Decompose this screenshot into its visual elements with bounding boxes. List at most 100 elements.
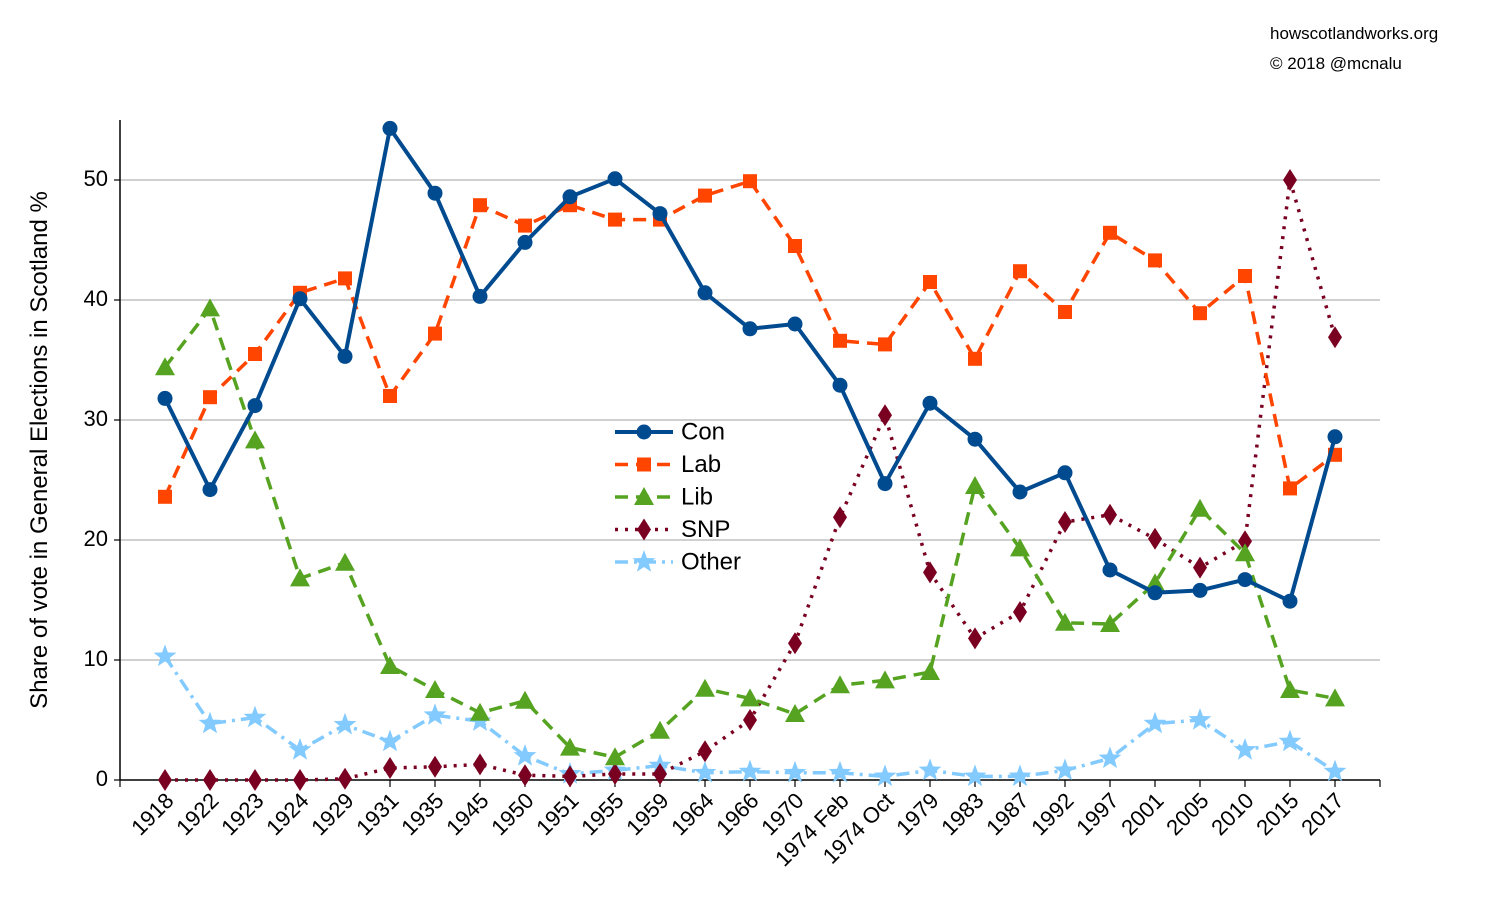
data-point-con <box>697 285 713 301</box>
y-tick-label: 20 <box>84 526 108 551</box>
data-point-other <box>378 729 402 752</box>
data-point-other <box>1053 758 1077 781</box>
data-point-other <box>198 711 222 734</box>
data-point-other <box>873 764 897 787</box>
data-point-snp <box>743 709 757 731</box>
data-point-lib <box>875 670 895 689</box>
x-tick-label: 1997 <box>1071 788 1123 840</box>
data-point-other <box>513 744 537 766</box>
data-point-snp <box>1148 527 1162 550</box>
x-tick-label: 1955 <box>576 788 628 840</box>
data-point-snp <box>653 763 667 785</box>
data-point-lab <box>1238 269 1252 283</box>
legend-marker <box>637 518 651 541</box>
data-point-lab <box>788 239 802 253</box>
data-point-snp <box>1238 530 1252 553</box>
legend-marker <box>636 424 652 440</box>
legend-marker <box>632 550 656 572</box>
x-tick-label: 1929 <box>306 788 358 840</box>
data-point-con <box>1147 585 1163 601</box>
x-tick-label: 2005 <box>1161 788 1213 840</box>
data-point-lib <box>1235 543 1255 562</box>
legend-item-other: Other <box>615 548 741 575</box>
data-point-lab <box>1103 225 1117 240</box>
legend-marker <box>637 457 651 472</box>
data-point-con <box>517 234 533 250</box>
data-point-snp <box>833 506 847 529</box>
data-point-lab <box>428 326 442 341</box>
data-point-other <box>1098 746 1122 769</box>
data-point-lib <box>335 552 355 571</box>
data-point-con <box>1102 562 1118 578</box>
data-point-con <box>607 171 623 187</box>
series-line-con <box>163 126 1337 604</box>
data-point-snp <box>293 769 307 791</box>
data-point-lib <box>1010 538 1030 557</box>
data-point-lib <box>1280 680 1300 698</box>
data-point-snp <box>788 632 802 655</box>
data-point-lab <box>968 351 982 366</box>
x-tick-label: 1992 <box>1026 788 1078 840</box>
data-point-lab <box>923 275 937 289</box>
data-point-lab <box>1058 305 1072 319</box>
x-tick-label: 1931 <box>351 788 403 840</box>
data-point-snp <box>1058 511 1072 533</box>
data-point-snp <box>1013 601 1027 623</box>
credit-copyright: © 2018 @mcnalu <box>1270 54 1402 73</box>
data-point-other <box>333 712 357 735</box>
axes <box>119 120 1380 781</box>
data-point-lib <box>470 702 490 721</box>
data-point-snp <box>518 764 532 787</box>
legend-marker <box>634 487 654 505</box>
data-point-lab <box>833 333 847 348</box>
x-tick-label: 1983 <box>936 788 988 840</box>
data-point-snp <box>1283 169 1297 191</box>
data-point-con <box>967 431 983 447</box>
data-point-other <box>828 760 852 783</box>
y-tick-label: 40 <box>84 286 108 311</box>
data-point-lib <box>695 678 715 697</box>
data-point-other <box>738 759 762 782</box>
gridlines <box>120 179 1380 661</box>
data-point-lib <box>920 662 940 680</box>
data-point-snp <box>428 755 442 778</box>
x-tick-label: 1966 <box>711 788 763 840</box>
series-con <box>157 120 1343 609</box>
data-point-con <box>832 377 848 393</box>
data-point-con <box>922 395 938 411</box>
credit-site: howscotlandworks.org <box>1270 24 1438 43</box>
x-tick-label: 1951 <box>531 788 583 840</box>
data-point-other <box>963 764 987 787</box>
legend-item-lab: Lab <box>615 451 721 478</box>
x-axis-ticks: 1918192219231924192919311935194519501951… <box>119 780 1381 871</box>
data-point-lib <box>650 720 670 739</box>
legend-item-snp: SNP <box>615 516 730 543</box>
data-point-lib <box>1190 498 1210 517</box>
data-point-snp <box>248 769 262 791</box>
data-point-lab <box>743 174 757 189</box>
data-point-snp <box>158 769 172 791</box>
data-point-lab <box>518 218 532 233</box>
data-point-snp <box>563 765 577 788</box>
series-lab <box>158 174 1342 504</box>
legend: Con Lab Lib SNP Other <box>615 418 741 575</box>
y-axis-label: Share of vote in General Elections in Sc… <box>26 191 53 709</box>
legend-label: Con <box>681 418 725 445</box>
series-other <box>153 644 1347 787</box>
data-point-con <box>1192 582 1208 598</box>
data-point-con <box>1327 429 1343 445</box>
data-point-lab <box>473 198 487 213</box>
x-tick-label: 1918 <box>126 788 178 840</box>
legend-item-con: Con <box>615 418 725 445</box>
data-point-lab <box>1148 253 1162 268</box>
y-tick-label: 10 <box>84 646 108 671</box>
data-point-snp <box>923 561 937 584</box>
data-point-lib <box>1145 573 1165 592</box>
data-point-lib <box>380 656 400 674</box>
data-point-lib <box>785 704 805 722</box>
data-point-lib <box>1100 614 1120 632</box>
data-point-con <box>157 390 173 406</box>
data-point-other <box>693 760 717 783</box>
data-point-snp <box>1328 326 1342 349</box>
